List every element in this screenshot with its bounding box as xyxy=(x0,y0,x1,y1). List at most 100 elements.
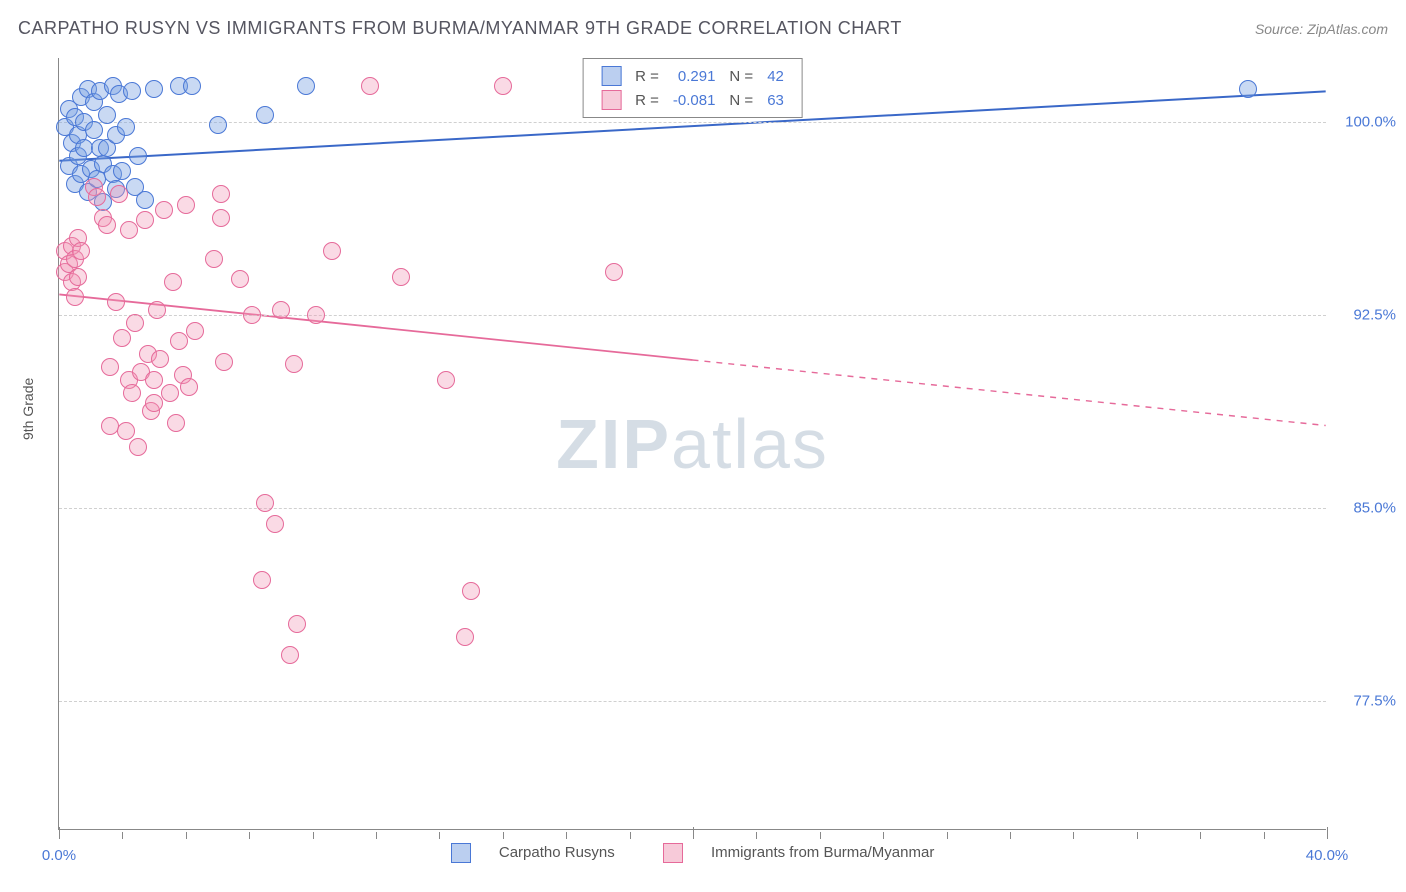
y-tick-label: 100.0% xyxy=(1336,114,1396,131)
data-point xyxy=(88,188,106,206)
data-point xyxy=(145,394,163,412)
x-tick-label: 0.0% xyxy=(42,847,76,864)
legend-item: Immigrants from Burma/Myanmar xyxy=(651,844,947,861)
x-tick xyxy=(630,832,631,839)
x-tick xyxy=(503,832,504,839)
data-point xyxy=(85,121,103,139)
data-point xyxy=(126,314,144,332)
y-tick-label: 92.5% xyxy=(1336,307,1396,324)
data-point xyxy=(177,196,195,214)
data-point xyxy=(209,116,227,134)
x-tick xyxy=(756,832,757,839)
source-label: Source: ZipAtlas.com xyxy=(1255,21,1388,37)
data-point xyxy=(72,242,90,260)
x-tick xyxy=(947,832,948,839)
data-point xyxy=(161,384,179,402)
data-point xyxy=(117,118,135,136)
data-point xyxy=(101,358,119,376)
n-label: N = xyxy=(723,89,759,111)
legend-item: Carpatho Rusyns xyxy=(439,844,627,861)
x-tick xyxy=(883,832,884,839)
data-point xyxy=(297,77,315,95)
data-point xyxy=(145,371,163,389)
data-point xyxy=(136,191,154,209)
data-point xyxy=(69,268,87,286)
x-tick xyxy=(1264,832,1265,839)
r-value: 0.291 xyxy=(667,65,722,87)
x-tick xyxy=(313,832,314,839)
legend-swatch xyxy=(601,66,621,86)
legend-swatch xyxy=(451,843,471,863)
data-point xyxy=(164,273,182,291)
x-tick xyxy=(1010,832,1011,839)
legend-label: Carpatho Rusyns xyxy=(499,844,615,861)
data-point xyxy=(212,185,230,203)
data-point xyxy=(323,242,341,260)
gridline xyxy=(59,701,1326,702)
data-point xyxy=(180,378,198,396)
data-point xyxy=(281,646,299,664)
data-point xyxy=(66,288,84,306)
legend-swatch xyxy=(601,90,621,110)
x-tick xyxy=(439,832,440,839)
data-point xyxy=(145,80,163,98)
x-tick xyxy=(1073,832,1074,839)
r-label: R = xyxy=(629,89,665,111)
data-point xyxy=(231,270,249,288)
data-point xyxy=(155,201,173,219)
data-point xyxy=(129,147,147,165)
r-value: -0.081 xyxy=(667,89,722,111)
correlation-legend: R =0.291N =42R =-0.081N =63 xyxy=(582,58,803,118)
data-point xyxy=(253,571,271,589)
data-point xyxy=(205,250,223,268)
data-point xyxy=(212,209,230,227)
data-point xyxy=(151,350,169,368)
x-tick xyxy=(122,832,123,839)
gridline xyxy=(59,122,1326,123)
data-point xyxy=(256,494,274,512)
x-tick xyxy=(186,832,187,839)
x-tick xyxy=(1200,832,1201,839)
scatter-plot: ZIPatlas R =0.291N =42R =-0.081N =63 Car… xyxy=(58,58,1326,830)
trend-lines xyxy=(59,58,1326,829)
legend-label: Immigrants from Burma/Myanmar xyxy=(711,844,934,861)
n-value: 42 xyxy=(761,65,790,87)
data-point xyxy=(186,322,204,340)
data-point xyxy=(113,329,131,347)
x-tick xyxy=(693,827,694,839)
data-point xyxy=(272,301,290,319)
data-point xyxy=(285,355,303,373)
data-point xyxy=(110,185,128,203)
data-point xyxy=(437,371,455,389)
data-point xyxy=(113,162,131,180)
data-point xyxy=(117,422,135,440)
data-point xyxy=(136,211,154,229)
data-point xyxy=(120,221,138,239)
legend-swatch xyxy=(663,843,683,863)
data-point xyxy=(266,515,284,533)
data-point xyxy=(123,384,141,402)
data-point xyxy=(148,301,166,319)
data-point xyxy=(462,582,480,600)
data-point xyxy=(392,268,410,286)
y-tick-label: 85.0% xyxy=(1336,500,1396,517)
data-point xyxy=(129,438,147,456)
data-point xyxy=(605,263,623,281)
data-point xyxy=(1239,80,1257,98)
gridline xyxy=(59,508,1326,509)
data-point xyxy=(107,293,125,311)
x-tick xyxy=(820,832,821,839)
data-point xyxy=(456,628,474,646)
x-tick xyxy=(376,832,377,839)
data-point xyxy=(307,306,325,324)
x-tick xyxy=(249,832,250,839)
data-point xyxy=(494,77,512,95)
x-tick xyxy=(1137,832,1138,839)
n-label: N = xyxy=(723,65,759,87)
data-point xyxy=(288,615,306,633)
y-axis-label: 9th Grade xyxy=(20,378,36,440)
n-value: 63 xyxy=(761,89,790,111)
y-tick-label: 77.5% xyxy=(1336,693,1396,710)
chart-title: CARPATHO RUSYN VS IMMIGRANTS FROM BURMA/… xyxy=(18,18,902,39)
data-point xyxy=(183,77,201,95)
